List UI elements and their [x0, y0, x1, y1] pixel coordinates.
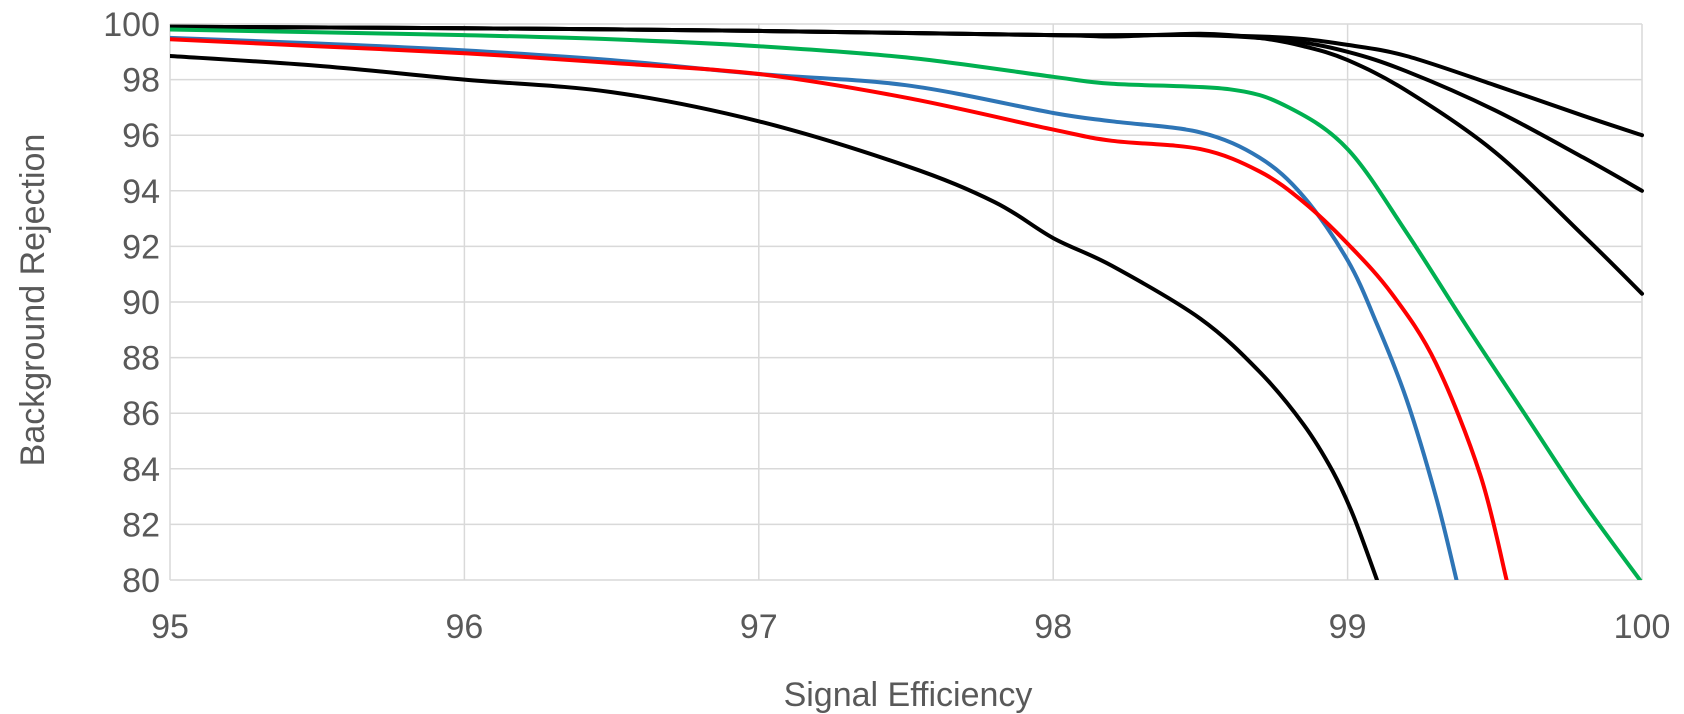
series-line-6	[170, 39, 1507, 580]
y-tick-label: 90	[122, 284, 160, 322]
y-tick-label: 82	[122, 506, 160, 544]
y-tick-label: 92	[122, 228, 160, 266]
x-axis-title: Signal Efficiency	[784, 676, 1033, 714]
x-tick-label: 98	[1034, 608, 1072, 646]
y-tick-label: 100	[103, 6, 160, 44]
y-axis-title: Background Rejection	[14, 134, 52, 467]
x-tick-labels: 95 96 97 98 99 100	[151, 608, 1670, 646]
y-tick-labels: 80 82 84 86 88 90 92 94 96 98 100	[103, 6, 160, 600]
x-tick-label: 100	[1614, 608, 1671, 646]
y-tick-label: 86	[122, 395, 160, 433]
x-tick-label: 97	[740, 608, 778, 646]
series-lines	[170, 27, 1642, 583]
x-tick-label: 95	[151, 608, 189, 646]
x-tick-label: 99	[1329, 608, 1367, 646]
y-tick-label: 84	[122, 451, 160, 489]
y-tick-label: 96	[122, 117, 160, 155]
x-tick-label: 96	[445, 608, 483, 646]
series-line-1	[170, 27, 1642, 135]
y-tick-label: 94	[122, 173, 160, 211]
series-line-4	[170, 30, 1642, 583]
y-tick-label: 98	[122, 62, 160, 100]
y-tick-label: 88	[122, 340, 160, 378]
gridlines	[170, 24, 1642, 580]
y-tick-label: 80	[122, 562, 160, 600]
series-line-5	[170, 38, 1457, 580]
